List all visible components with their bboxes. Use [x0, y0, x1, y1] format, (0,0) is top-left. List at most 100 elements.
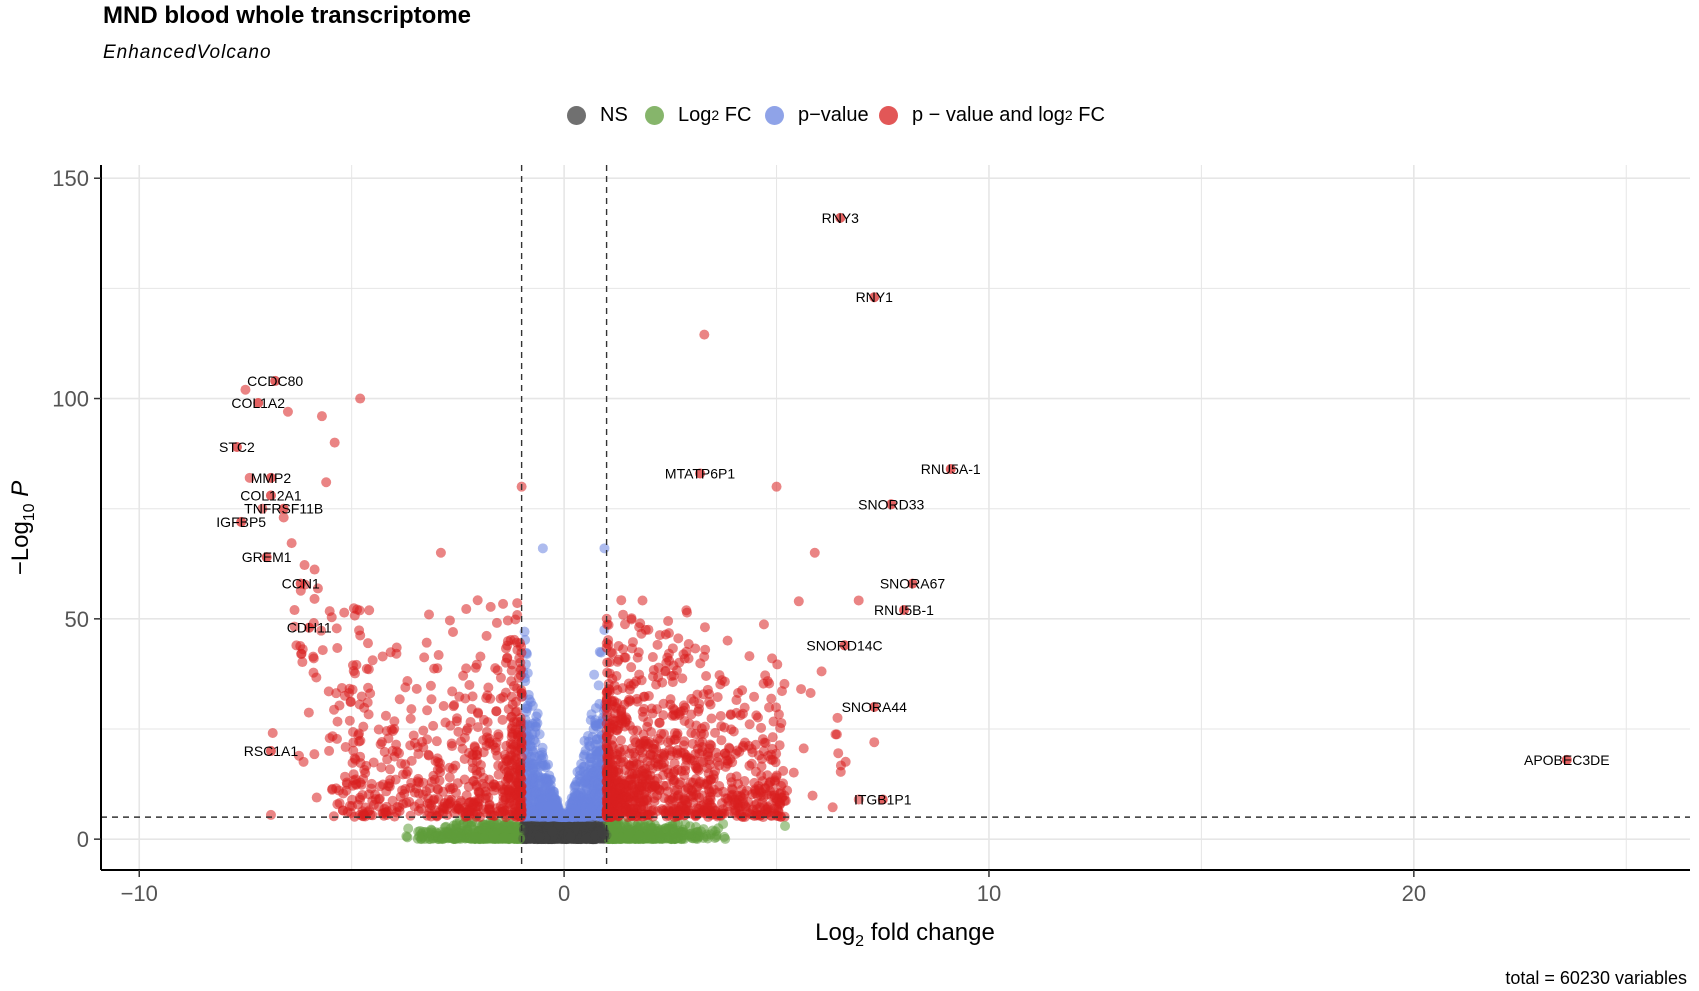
grid-lines: [101, 165, 1690, 870]
gene-point: [886, 499, 897, 510]
data-point: [788, 767, 799, 778]
data-point: [512, 760, 523, 771]
data-point: [491, 617, 502, 628]
data-point: [471, 765, 482, 776]
data-point: [771, 481, 782, 492]
data-point: [452, 713, 463, 724]
data-point: [450, 760, 461, 771]
data-point: [435, 763, 446, 774]
data-point: [833, 748, 844, 759]
data-point: [537, 543, 548, 554]
data-point: [633, 647, 644, 658]
data-point: [437, 802, 448, 813]
data-point: [444, 615, 455, 626]
data-point: [739, 702, 750, 713]
data-point: [712, 692, 723, 703]
legend-label-ns: NS: [600, 103, 628, 126]
data-point: [378, 779, 389, 790]
data-point: [597, 827, 608, 838]
notable-points: [231, 212, 1572, 805]
data-point: [667, 677, 678, 688]
data-point: [467, 757, 478, 768]
data-point: [615, 735, 626, 746]
data-point: [455, 833, 466, 844]
data-point: [658, 710, 669, 721]
data-point: [663, 616, 674, 627]
data-point: [493, 729, 504, 740]
data-point: [764, 702, 775, 713]
legend-label-pvalue-log2fc: p − value and log: [912, 103, 1065, 126]
data-point: [663, 628, 674, 639]
data-point: [623, 696, 634, 707]
data-point: [699, 329, 710, 340]
data-point: [608, 830, 619, 841]
data-point: [506, 691, 517, 702]
data-point: [380, 710, 391, 721]
data-point: [418, 742, 429, 753]
data-point: [750, 766, 761, 777]
data-point: [470, 662, 481, 673]
data-point: [702, 805, 713, 816]
data-point: [265, 809, 276, 820]
data-point: [743, 740, 754, 751]
point-cloud: [240, 329, 880, 845]
data-point: [482, 717, 493, 728]
data-point: [395, 791, 406, 802]
data-point: [328, 811, 339, 822]
data-point: [355, 751, 366, 762]
data-point: [606, 790, 617, 801]
data-point: [835, 760, 846, 771]
data-point: [488, 830, 499, 841]
data-point: [629, 787, 640, 798]
data-point: [400, 784, 411, 795]
data-point: [340, 742, 351, 753]
data-point: [701, 670, 712, 681]
data-point: [539, 785, 550, 796]
data-point: [510, 614, 521, 625]
data-point: [672, 784, 683, 795]
chart-subtitle: EnhancedVolcano: [103, 42, 272, 63]
data-point: [763, 750, 774, 761]
gene-label: APOBEC3DE: [1524, 752, 1610, 768]
data-point: [339, 771, 350, 782]
axes: −10 0 10 20 0 50 100 150: [52, 165, 1690, 906]
data-point: [299, 560, 310, 571]
data-point: [709, 832, 720, 843]
data-point: [483, 682, 494, 693]
data-point: [590, 739, 601, 750]
data-point: [656, 759, 667, 770]
data-point: [782, 785, 793, 796]
data-point: [474, 788, 485, 799]
gene-label: COL1A2: [231, 395, 285, 411]
gene-point: [304, 622, 315, 633]
gene-point: [869, 292, 880, 303]
data-point: [368, 757, 379, 768]
data-point: [630, 796, 641, 807]
data-point: [678, 705, 689, 716]
data-point: [626, 613, 637, 624]
gene-point: [695, 468, 706, 479]
data-point: [316, 625, 327, 636]
data-point: [445, 784, 456, 795]
data-point: [430, 756, 441, 767]
data-point: [317, 645, 328, 656]
data-point: [731, 771, 742, 782]
data-point: [710, 727, 721, 738]
gene-label: SNORD14C: [806, 637, 882, 653]
data-point: [512, 598, 523, 609]
data-point: [501, 653, 512, 664]
data-point: [515, 731, 526, 742]
data-point: [291, 640, 302, 651]
data-point: [590, 720, 601, 731]
data-point: [424, 808, 435, 819]
data-point: [502, 636, 513, 647]
data-point: [348, 745, 359, 756]
data-point: [344, 683, 355, 694]
data-point: [297, 657, 308, 668]
data-point: [640, 763, 651, 774]
data-point: [309, 749, 320, 760]
gene-point: [839, 640, 850, 651]
data-point: [339, 607, 350, 618]
data-point: [400, 759, 411, 770]
y-tick-label: 100: [52, 387, 89, 412]
